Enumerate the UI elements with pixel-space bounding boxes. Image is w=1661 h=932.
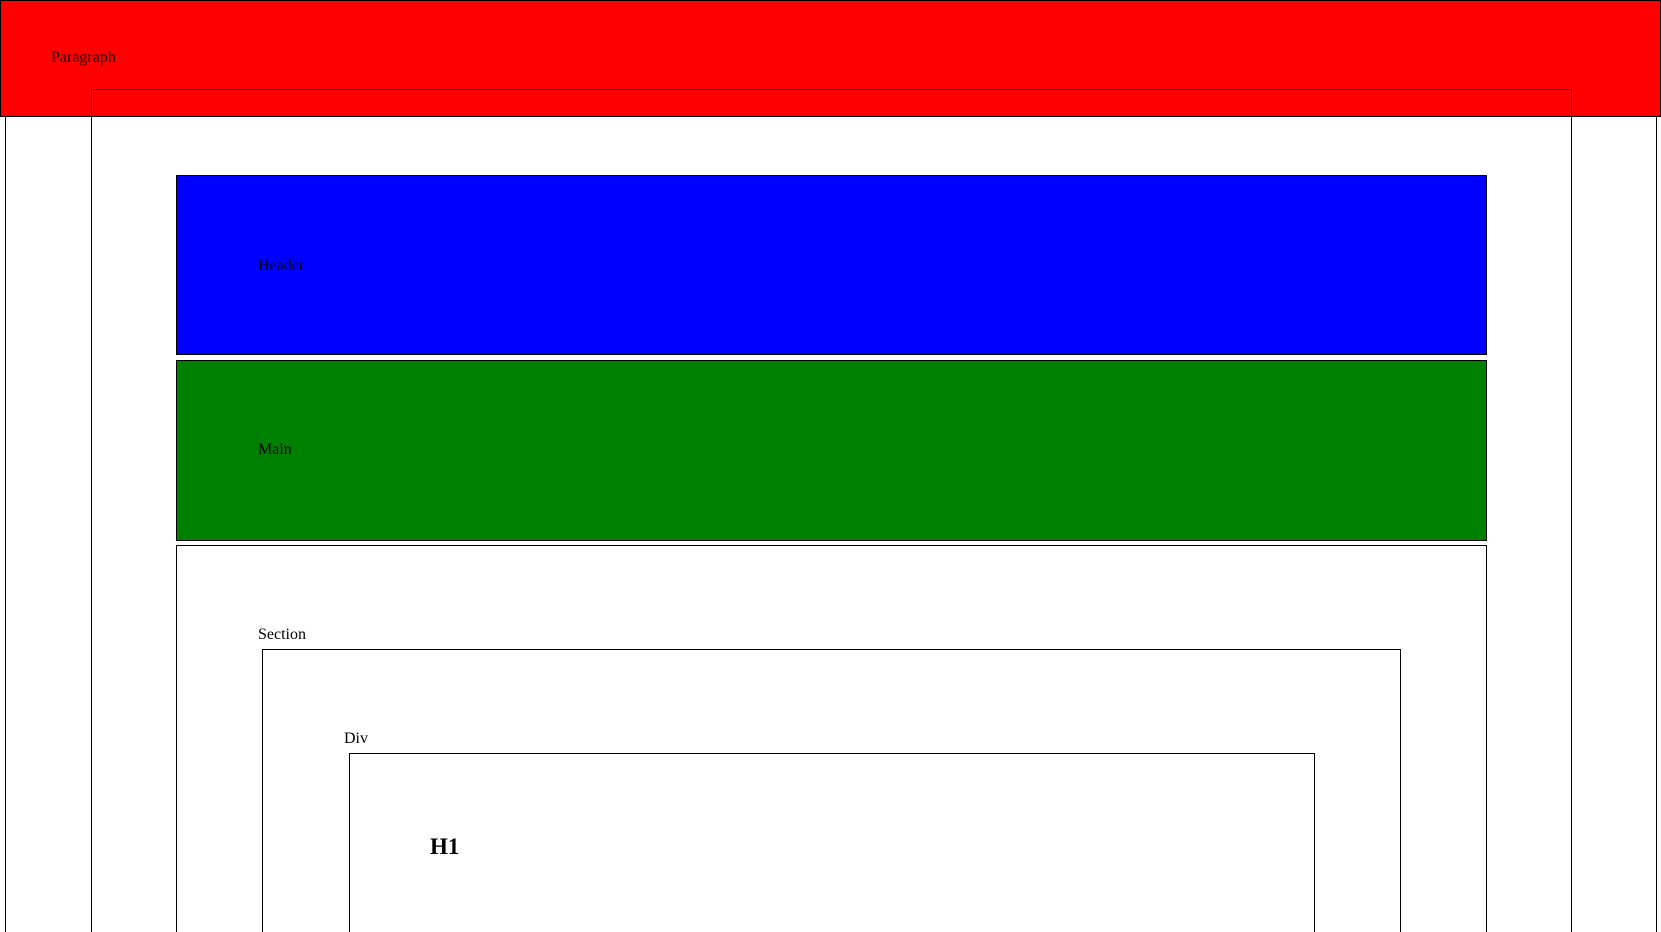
main-block: Main [176,360,1487,541]
h1-block: H1 [349,753,1315,932]
h1-heading: H1 [430,834,460,859]
header-block: Header [176,175,1487,355]
main-label: Main [258,441,292,458]
div-block: Div [262,649,1401,932]
section-block: Section [176,545,1487,932]
paragraph-label: Paragraph [51,49,116,66]
section-label: Section [258,626,306,643]
paragraph-block: Paragraph [0,0,1661,117]
inner-container [91,89,1572,932]
header-label: Header [258,257,305,274]
div-label: Div [344,730,368,747]
